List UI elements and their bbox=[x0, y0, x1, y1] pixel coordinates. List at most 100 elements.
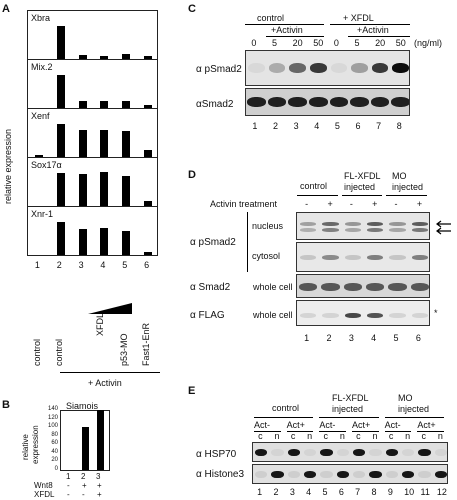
lane-number: 4 bbox=[100, 260, 106, 270]
blot-hsp70 bbox=[252, 442, 448, 462]
xfdl-label: XFDL bbox=[34, 490, 55, 499]
lane-number: 4 bbox=[371, 333, 377, 343]
bar-xenf-4 bbox=[100, 129, 109, 157]
bar-xnr1-6 bbox=[144, 252, 153, 255]
band-flag-4 bbox=[367, 313, 384, 318]
condition-line bbox=[319, 431, 346, 432]
treatment-sign: + bbox=[416, 199, 423, 209]
panel-b-letter: B bbox=[2, 399, 10, 411]
xfdl-dose-triangle bbox=[88, 303, 132, 314]
blot-cytosol bbox=[296, 242, 430, 272]
unit-label: (ng/ml) bbox=[414, 38, 443, 48]
xfdl-sign: - bbox=[67, 490, 70, 499]
bar-xnr1-2 bbox=[56, 222, 65, 255]
group-control-label: control bbox=[257, 13, 285, 23]
expression-box: Xnr-1 bbox=[27, 206, 158, 256]
condition-line bbox=[254, 431, 281, 432]
band-smad2-lane-8 bbox=[391, 97, 409, 107]
gene-label: Xenf bbox=[31, 111, 50, 121]
lane-number: 2 bbox=[326, 333, 332, 343]
concentration: 50 bbox=[313, 38, 324, 48]
band-histone3-3 bbox=[287, 471, 300, 478]
band-psmad2-lane-6 bbox=[351, 63, 368, 73]
band-smad2-lane-4 bbox=[308, 97, 328, 107]
treatment-sign: + bbox=[327, 199, 333, 209]
band-hsp70-2 bbox=[271, 449, 284, 456]
band-cytosol-5 bbox=[389, 255, 406, 260]
lane-label: XFDL bbox=[95, 312, 105, 336]
lane-number: 9 bbox=[387, 487, 393, 497]
fraction-label: c bbox=[258, 431, 263, 441]
band-psmad2-lane-4 bbox=[309, 63, 327, 73]
y-tick: 120 bbox=[47, 414, 58, 421]
fraction-label: c bbox=[290, 431, 296, 441]
band-histone3-2 bbox=[271, 471, 284, 478]
band-nucleus-lower-6 bbox=[411, 228, 428, 232]
band-hsp70-11 bbox=[418, 449, 431, 456]
row-psmad2-label: α pSmad2 bbox=[190, 237, 236, 248]
fraction-label: c bbox=[421, 431, 427, 441]
group-label: injected bbox=[392, 182, 424, 192]
treatment-sign: - bbox=[394, 199, 398, 209]
activin-condition: Act- bbox=[319, 420, 336, 430]
band-smad2-6 bbox=[410, 283, 429, 291]
panel-b-ylabel-1: relative bbox=[21, 434, 30, 460]
fraction-label: n bbox=[274, 431, 280, 441]
bar-sox17-4 bbox=[100, 171, 109, 206]
fraction-label: n bbox=[339, 431, 345, 441]
group-control-line bbox=[245, 24, 324, 25]
band-histone3-1 bbox=[255, 471, 268, 478]
activin-condition: Act+ bbox=[286, 420, 305, 430]
band-psmad2-lane-7 bbox=[371, 63, 389, 73]
y-tick: 60 bbox=[51, 440, 58, 447]
siamois-box bbox=[60, 410, 110, 471]
group-label: injected bbox=[332, 404, 364, 414]
band-psmad2-lane-3 bbox=[289, 63, 306, 73]
panel-a-ylabel: relative expression bbox=[3, 128, 13, 204]
band-nucleus-upper-4 bbox=[367, 222, 384, 226]
lane-number: 8 bbox=[371, 487, 377, 497]
row-smad2-label: αSmad2 bbox=[196, 99, 234, 110]
group-label: injected bbox=[344, 182, 376, 192]
bar-xbra-6 bbox=[144, 56, 153, 59]
lane-number: 6 bbox=[144, 260, 150, 270]
siamois-bar-2 bbox=[82, 427, 89, 470]
wnt8-sign: + bbox=[97, 481, 102, 490]
band-smad2-lane-5 bbox=[329, 97, 349, 107]
bar-mix2-3 bbox=[78, 100, 87, 108]
activin-condition: Act+ bbox=[352, 420, 371, 430]
nonspecific-star: * bbox=[434, 308, 438, 318]
lane-number: 6 bbox=[338, 487, 344, 497]
band-flag-6 bbox=[411, 313, 428, 318]
lane-number: 5 bbox=[334, 121, 340, 131]
lane-number: 1 bbox=[257, 487, 263, 497]
bar-xnr1-5 bbox=[122, 231, 131, 255]
gene-label: Xnr-1 bbox=[31, 209, 54, 219]
group-line bbox=[341, 195, 383, 196]
gene-label: Xbra bbox=[31, 13, 51, 23]
treatment-sign: + bbox=[372, 199, 378, 209]
bar-xenf-1 bbox=[34, 155, 43, 157]
whole-cell-label-1: whole cell bbox=[253, 282, 293, 292]
bar-xbra-4 bbox=[100, 56, 109, 59]
fraction-label: n bbox=[405, 431, 411, 441]
row-smad2-label: α Smad2 bbox=[190, 282, 231, 293]
band-flag-2 bbox=[322, 313, 339, 318]
bar-sox17-3 bbox=[78, 173, 87, 206]
lane-number: 5 bbox=[322, 487, 328, 497]
fraction-label: n bbox=[372, 431, 378, 441]
xfdl-sign: + bbox=[97, 490, 102, 499]
lane-number: 5 bbox=[393, 333, 399, 343]
band-flag-1 bbox=[300, 313, 317, 318]
bar-sox17-5 bbox=[122, 175, 131, 206]
wnt8-label: Wnt8 bbox=[34, 481, 53, 490]
lane-number: 4 bbox=[306, 487, 312, 497]
blot-histone3 bbox=[252, 464, 448, 484]
band-hsp70-3 bbox=[287, 449, 300, 456]
expression-box: Sox17α bbox=[27, 157, 158, 207]
lane-label: p53-MO bbox=[119, 333, 130, 366]
band-histone3-6 bbox=[336, 471, 349, 478]
band-smad2-lane-6 bbox=[350, 97, 369, 107]
band-smad2-3 bbox=[343, 283, 362, 291]
row-hsp70-label: α HSP70 bbox=[196, 449, 237, 460]
